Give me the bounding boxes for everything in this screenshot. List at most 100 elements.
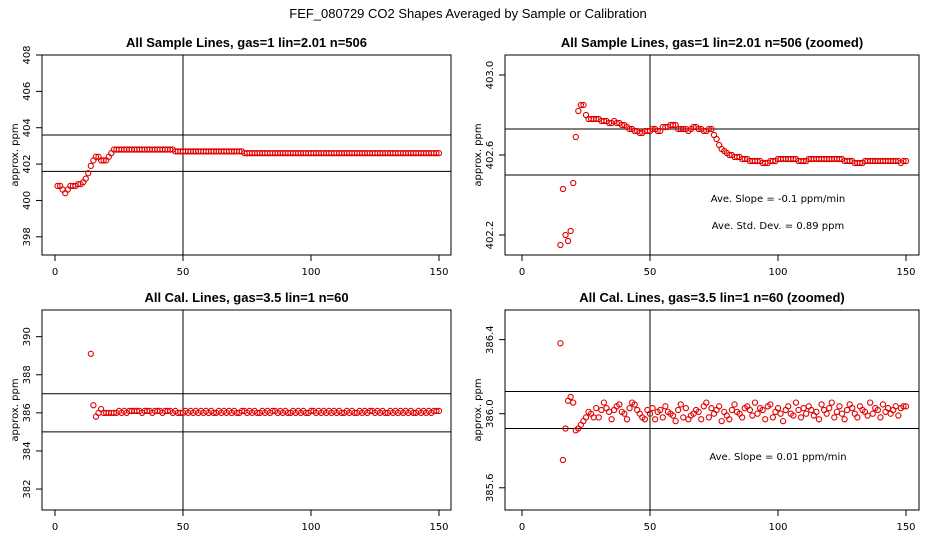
data-point: [754, 410, 761, 417]
data-point: [877, 414, 884, 421]
y-tick-label: 385.6: [485, 473, 496, 502]
data-point: [582, 414, 590, 421]
data-point: [854, 414, 861, 421]
data-point: [892, 403, 899, 410]
data-point: [605, 408, 613, 416]
data-point: [841, 416, 848, 423]
data-point: [818, 401, 825, 408]
data-point: [772, 408, 779, 416]
data-point: [900, 157, 907, 165]
data-point: [254, 409, 261, 417]
y-tick-label: 402: [22, 155, 33, 174]
data-point: [177, 409, 184, 417]
y-axis-label: approx. ppm: [473, 123, 484, 186]
data-point: [567, 393, 574, 401]
data-point: [100, 157, 107, 164]
data-point: [698, 416, 705, 423]
data-point: [762, 416, 769, 423]
data-point: [856, 403, 864, 410]
chart-title: All Sample Lines, gas=1 lin=2.01 n=506 (…: [561, 35, 863, 50]
data-point: [92, 153, 100, 160]
data-point: [590, 414, 597, 421]
data-point: [851, 410, 858, 417]
data-point: [623, 416, 631, 423]
data-point: [649, 404, 656, 412]
data-point: [636, 129, 643, 137]
data-point: [631, 127, 638, 135]
data-point: [713, 135, 720, 143]
data-point: [828, 399, 835, 406]
x-tick-label: 0: [52, 522, 58, 533]
figure-title: FEF_080729 CO2 Shapes Averaged by Sample…: [289, 6, 646, 21]
data-point: [564, 237, 572, 245]
data-point: [562, 231, 569, 239]
data-point: [649, 125, 656, 133]
data-point: [790, 155, 797, 163]
data-point: [613, 119, 620, 127]
x-tick-label: 50: [177, 267, 190, 278]
data-point: [87, 162, 94, 170]
data-point: [713, 406, 720, 414]
data-point: [902, 403, 910, 410]
chart-panel: All Sample Lines, gas=1 lin=2.01 n=506 0 5…: [10, 35, 452, 278]
x-tick-label: 100: [301, 522, 320, 533]
data-point: [879, 401, 887, 408]
data-point: [557, 340, 564, 347]
data-point: [662, 403, 669, 410]
y-tick-label: 384: [22, 441, 33, 460]
data-point: [843, 406, 851, 414]
data-point: [695, 408, 702, 416]
data-point: [723, 412, 730, 419]
data-point: [680, 125, 687, 133]
data-point: [626, 125, 633, 133]
plot-frame: [41, 309, 452, 511]
data-point: [82, 175, 89, 182]
y-tick-label: 403.0: [485, 61, 496, 90]
data-point: [715, 403, 723, 410]
data-point: [351, 409, 358, 417]
panels: All Sample Lines, gas=1 lin=2.01 n=506 0 5…: [10, 35, 920, 533]
x-tick-label: 50: [644, 267, 657, 278]
data-point: [570, 179, 577, 187]
data-point: [826, 404, 833, 412]
data-point: [600, 399, 608, 406]
data-point: [874, 406, 881, 414]
data-point: [603, 404, 610, 412]
data-point: [144, 407, 151, 415]
x-tick-label: 0: [52, 267, 58, 278]
data-point: [846, 157, 853, 165]
chart-panel: All Cal. Lines, gas=3.5 lin=1 n=60 (zoom…: [473, 290, 920, 533]
data-point: [618, 121, 625, 129]
data-point: [846, 401, 853, 408]
data-point: [838, 410, 846, 417]
data-point: [902, 157, 910, 165]
chart-title: All Sample Lines, gas=1 lin=2.01 n=506: [126, 35, 367, 50]
data-point: [710, 410, 718, 417]
data-point: [577, 101, 585, 109]
data-point: [795, 406, 802, 414]
data-point: [785, 403, 792, 410]
x-tick-label: 100: [768, 522, 787, 533]
data-point: [767, 401, 774, 408]
y-axis-label: approx. ppm: [10, 123, 21, 186]
plot-frame: [504, 309, 920, 511]
data-point: [580, 101, 587, 109]
data-point: [559, 456, 567, 464]
data-point: [708, 125, 715, 133]
data-point: [808, 406, 815, 414]
data-point: [836, 155, 843, 163]
data-point: [675, 406, 682, 414]
data-point: [777, 410, 784, 417]
data-point: [895, 412, 902, 419]
data-point: [269, 407, 276, 415]
data-point: [616, 401, 623, 408]
data-point: [598, 406, 605, 414]
data-point: [154, 407, 161, 415]
data-point: [892, 157, 899, 165]
data-point: [769, 157, 777, 165]
x-tick-label: 0: [519, 267, 525, 278]
data-point: [887, 410, 894, 417]
data-point: [813, 408, 820, 416]
data-point: [790, 412, 797, 419]
data-point: [746, 406, 753, 414]
